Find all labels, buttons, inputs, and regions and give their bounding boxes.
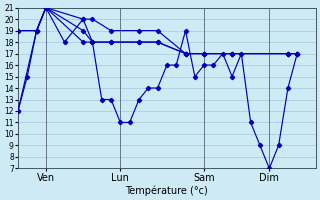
X-axis label: Température (°c): Température (°c) [125, 185, 208, 196]
